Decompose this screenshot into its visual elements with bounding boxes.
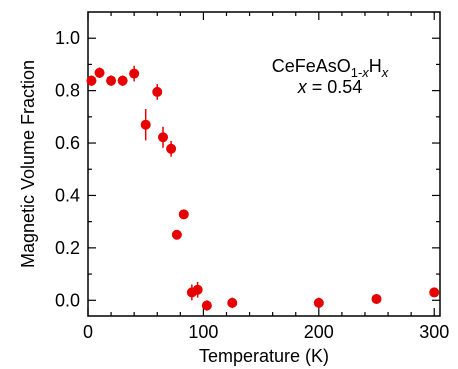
data-point	[227, 297, 238, 308]
data-point	[94, 67, 105, 78]
x-tick-label: 100	[188, 322, 218, 342]
data-point	[140, 119, 151, 130]
data-point	[129, 68, 140, 79]
formula-base: CeFeAsO	[272, 56, 351, 76]
data-point	[313, 297, 324, 308]
formula-subscript-var: x	[361, 65, 369, 80]
data-point	[117, 75, 128, 86]
data-point	[201, 300, 212, 311]
formula-annotation: CeFeAsO1-xHx	[272, 56, 389, 80]
data-point	[158, 132, 169, 143]
x-axis-title: Temperature (K)	[199, 346, 329, 366]
data-point	[166, 143, 177, 154]
data-point	[152, 86, 163, 97]
data-point	[192, 284, 203, 295]
y-tick-label: 0.2	[55, 238, 80, 258]
data-point	[106, 75, 117, 86]
tick-labels: 0 100 200 300 0.0 0.2 0.4 0.6 0.8 1.0	[55, 28, 449, 342]
formula-var-subscript: x	[381, 65, 389, 80]
y-tick-label: 1.0	[55, 28, 80, 48]
formula-element: H	[369, 56, 382, 76]
x-tick-label: 0	[83, 322, 93, 342]
y-tick-label: 0.0	[55, 290, 80, 310]
data-point	[429, 287, 440, 298]
x-tick-label: 300	[419, 322, 449, 342]
x-tick-label: 200	[304, 322, 334, 342]
y-tick-label: 0.6	[55, 133, 80, 153]
data-points	[86, 65, 440, 311]
composition-value: = 0.54	[307, 77, 363, 97]
data-point	[178, 209, 189, 220]
formula-subscript: 1-	[351, 65, 363, 80]
data-point	[86, 75, 97, 86]
y-tick-label: 0.8	[55, 81, 80, 101]
data-point	[371, 293, 382, 304]
composition-annotation: x = 0.54	[297, 77, 363, 97]
y-axis-title: Magnetic Volume Fraction	[18, 60, 38, 268]
plot-frame	[87, 11, 441, 317]
axis-ticks	[87, 12, 440, 316]
composition-var: x	[297, 77, 308, 97]
data-point	[171, 229, 182, 240]
y-tick-label: 0.4	[55, 185, 80, 205]
